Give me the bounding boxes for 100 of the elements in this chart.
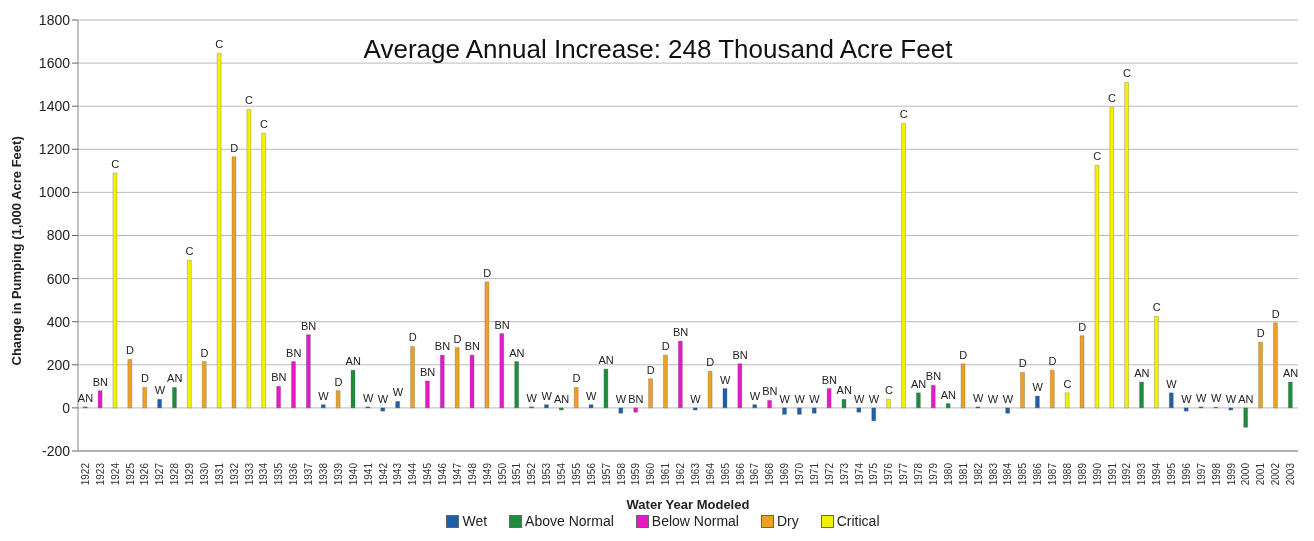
data-label: D — [453, 332, 462, 345]
bar — [722, 388, 728, 409]
bar — [871, 407, 876, 421]
bar — [157, 399, 162, 409]
x-tick-label: 1976 — [883, 462, 895, 486]
bar — [231, 156, 237, 409]
data-label: W — [794, 392, 806, 405]
bar — [663, 354, 668, 409]
bar — [618, 407, 623, 414]
bar — [440, 354, 445, 409]
data-label: W — [868, 392, 880, 405]
y-tick-label: 1400 — [38, 98, 71, 115]
bar — [1288, 381, 1293, 409]
bar — [469, 354, 475, 409]
x-tick-label: 1951 — [511, 462, 523, 486]
data-label: BN — [434, 340, 451, 353]
data-label: W — [690, 392, 702, 405]
data-label: W — [526, 391, 538, 404]
data-label: AN — [910, 377, 927, 390]
x-tick-label: 1943 — [392, 462, 404, 486]
data-label: D — [572, 372, 581, 385]
x-tick-label: 1998 — [1210, 462, 1222, 486]
data-label: W — [853, 392, 865, 405]
legend-label: Wet — [461, 513, 488, 529]
x-tick-label: 1945 — [422, 462, 434, 486]
data-label: C — [899, 108, 908, 121]
bar — [1020, 372, 1025, 409]
x-tick-label: 1999 — [1225, 462, 1237, 486]
bar — [559, 407, 564, 411]
data-label: C — [260, 118, 268, 131]
data-label: W — [1225, 392, 1237, 405]
bar — [1184, 407, 1189, 412]
x-tick-label: 1957 — [600, 462, 612, 486]
bar — [187, 260, 192, 409]
data-label: AN — [598, 354, 614, 367]
x-tick-label: 1938 — [317, 462, 329, 486]
data-label: AN — [836, 384, 852, 397]
data-label: C — [185, 245, 194, 258]
x-tick-label: 1989 — [1076, 462, 1088, 486]
y-axis-title: Change in Pumping (1,000 Acre Feet) — [8, 136, 24, 366]
x-tick-label: 1973 — [838, 462, 850, 486]
bar — [856, 407, 862, 413]
data-label: D — [646, 363, 655, 376]
x-tick-label: 1927 — [154, 462, 166, 486]
bar — [841, 399, 847, 409]
data-label: D — [126, 344, 135, 357]
legend-label: Above Normal — [524, 513, 614, 529]
bar — [514, 361, 519, 409]
y-tick-label: 0 — [62, 399, 71, 416]
y-tick-label: 200 — [46, 356, 71, 373]
y-tick-label: -200 — [41, 442, 71, 459]
x-tick-label: 2003 — [1285, 462, 1297, 486]
data-label: BN — [92, 375, 109, 388]
bar — [633, 407, 638, 413]
data-label: AN — [509, 346, 525, 359]
x-tick-label: 1952 — [526, 462, 538, 486]
data-label: AN — [1282, 367, 1299, 380]
x-tick-label: 1983 — [987, 462, 999, 486]
bar — [112, 172, 118, 409]
data-label: BN — [300, 319, 317, 332]
bar — [1035, 395, 1040, 409]
data-label: D — [1048, 355, 1057, 368]
bar — [901, 123, 906, 409]
bar — [395, 401, 400, 409]
bar — [960, 363, 966, 409]
data-label: W — [1002, 392, 1014, 405]
x-tick-label: 1990 — [1091, 462, 1103, 486]
data-label: W — [541, 389, 553, 402]
data-label: C — [1093, 150, 1102, 163]
x-tick-label: 1966 — [734, 462, 746, 486]
bar — [455, 347, 460, 409]
data-label: W — [615, 392, 627, 405]
x-tick-label: 1987 — [1047, 462, 1059, 486]
x-tick-label: 1949 — [481, 462, 493, 486]
x-tick-label: 1984 — [1002, 462, 1014, 486]
bar — [574, 387, 579, 409]
data-label: W — [586, 389, 598, 402]
x-tick-label: 1937 — [303, 462, 315, 486]
bar — [1273, 322, 1278, 409]
x-tick-label: 1997 — [1195, 462, 1207, 486]
x-tick-label: 1946 — [437, 462, 449, 486]
x-tick-label: 1969 — [779, 462, 791, 486]
y-tick-label: 1600 — [38, 55, 71, 72]
data-label: C — [1063, 377, 1072, 390]
legend-label: Critical — [835, 513, 880, 529]
bar — [1243, 407, 1248, 428]
x-tick-label: 1965 — [719, 462, 731, 486]
x-tick-label: 1923 — [94, 462, 106, 486]
data-label: AN — [167, 372, 183, 385]
x-tick-label: 1924 — [109, 462, 121, 486]
data-label: BN — [762, 385, 778, 398]
data-label: D — [706, 356, 715, 369]
x-tick-label: 1941 — [362, 462, 374, 486]
data-label: D — [200, 346, 209, 359]
x-tick-label: 1964 — [704, 462, 716, 486]
data-label: W — [749, 389, 761, 402]
x-tick-label: 1955 — [570, 462, 582, 486]
bar — [1154, 316, 1159, 409]
x-tick-label: 1956 — [585, 462, 597, 486]
x-tick-label: 1982 — [972, 462, 984, 486]
